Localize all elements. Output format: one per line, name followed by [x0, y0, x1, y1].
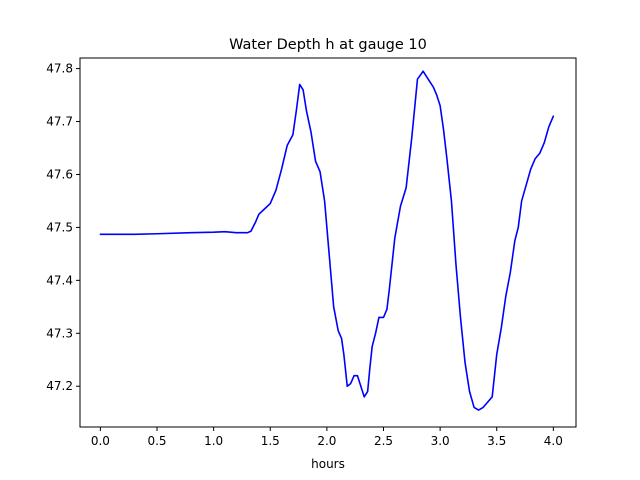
x-tick-label: 3.5 — [487, 434, 506, 448]
plot-frame — [79, 57, 577, 428]
x-tick-label: 3.0 — [431, 434, 450, 448]
y-tick-label: 47.7 — [46, 115, 73, 129]
x-tick-label: 0.0 — [91, 434, 110, 448]
x-tick-label: 0.5 — [147, 434, 166, 448]
series-line-water-depth — [99, 70, 555, 411]
x-axis: 0.0 0.5 1.0 1.5 2.0 2.5 3.0 3.5 4.0 — [91, 427, 563, 448]
y-tick-label: 47.2 — [46, 379, 73, 393]
x-tick-label: 4.0 — [544, 434, 563, 448]
x-tick-label: 1.5 — [261, 434, 280, 448]
y-tick-label: 47.8 — [46, 62, 73, 76]
y-tick-label: 47.3 — [46, 326, 73, 340]
y-tick-label: 47.5 — [46, 220, 73, 234]
y-tick-label: 47.6 — [46, 167, 73, 181]
y-axis: 47.2 47.3 47.4 47.5 47.6 47.7 47.8 — [46, 62, 80, 393]
x-axis-label: hours — [311, 457, 345, 471]
x-tick-label: 1.0 — [204, 434, 223, 448]
x-tick-label: 2.0 — [317, 434, 336, 448]
chart-title: Water Depth h at gauge 10 — [229, 37, 427, 53]
x-tick-label: 2.5 — [374, 434, 393, 448]
plot-series — [99, 70, 555, 411]
y-tick-label: 47.4 — [46, 273, 73, 287]
